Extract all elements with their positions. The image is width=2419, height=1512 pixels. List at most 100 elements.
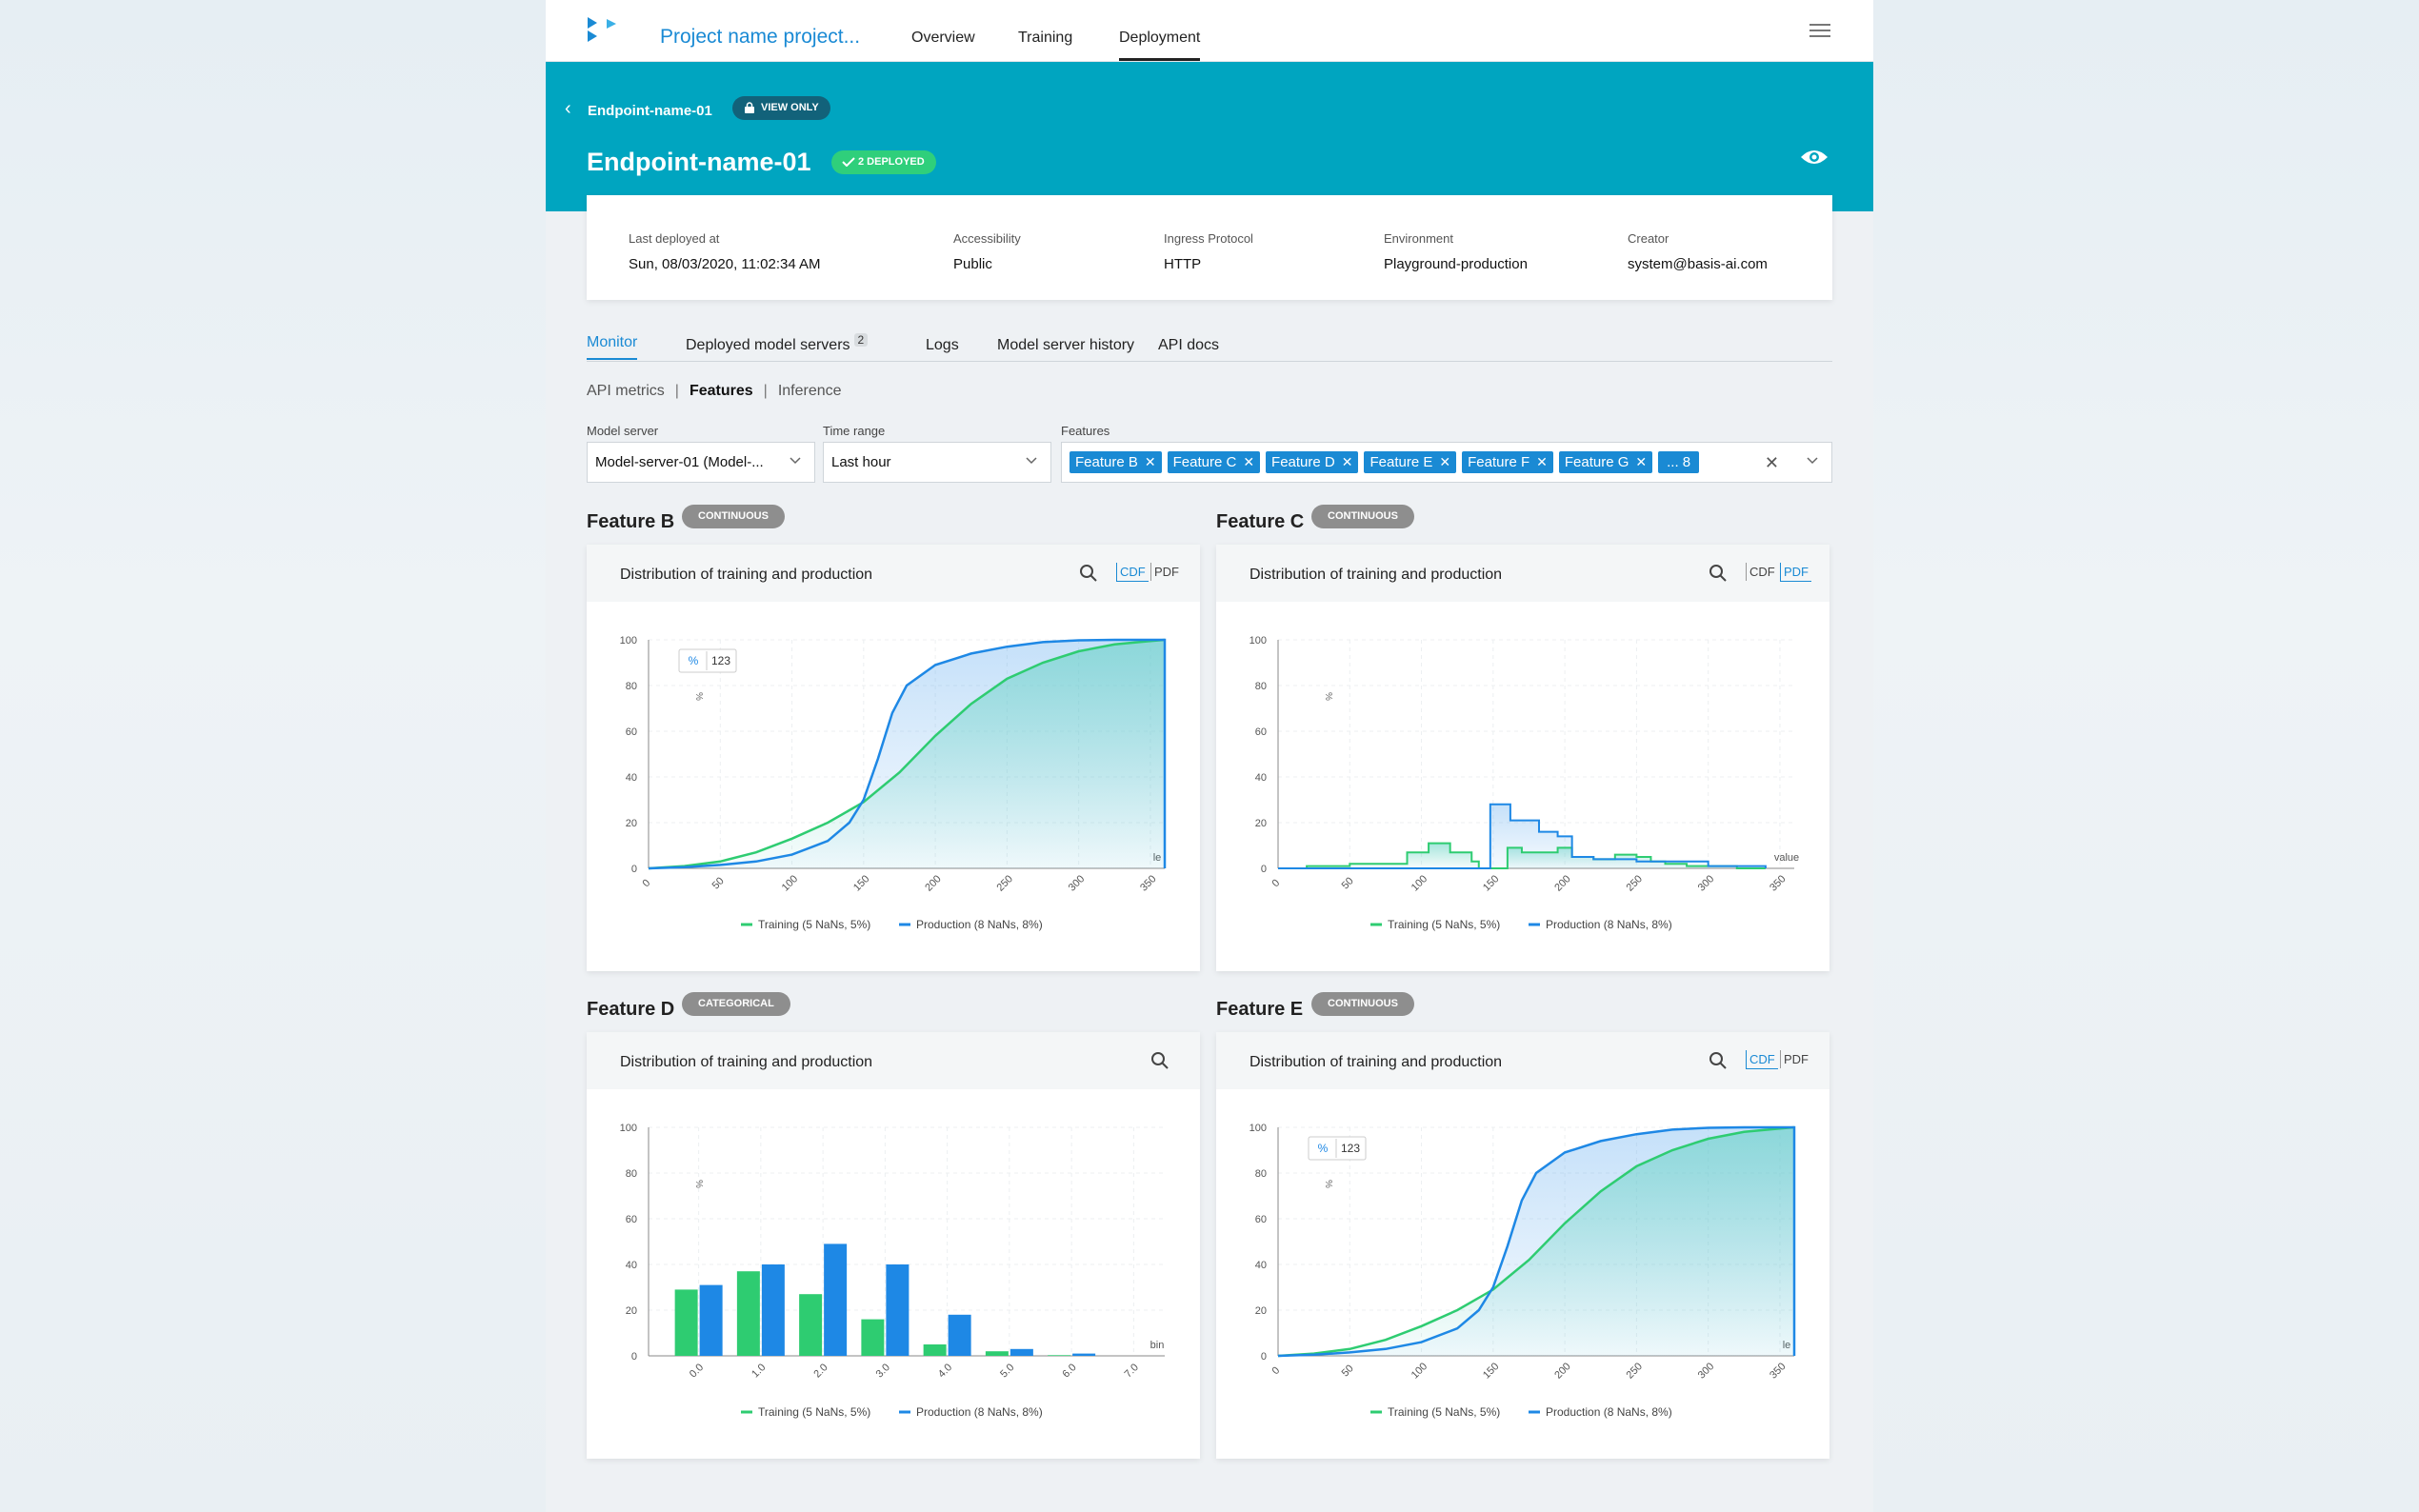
subtab-inference[interactable]: Inference: [777, 383, 842, 399]
legend-training-label: Training (5 NaNs, 5%): [1388, 1405, 1500, 1419]
nav-training[interactable]: Training: [1018, 30, 1073, 46]
back-arrow-icon[interactable]: ‹: [565, 98, 571, 119]
feature-chip[interactable]: Feature G ✕: [1558, 451, 1653, 473]
y-axis-label: %: [1323, 1180, 1333, 1188]
production-bar: [886, 1264, 910, 1356]
time-range-label: Time range: [823, 424, 886, 438]
tab-api-docs[interactable]: API docs: [1158, 337, 1220, 353]
y-tick-label: 20: [626, 1305, 637, 1317]
tab-deployed-model-servers[interactable]: Deployed model servers 2: [686, 333, 869, 354]
x-tick-label: 150: [1481, 873, 1501, 893]
breadcrumb[interactable]: Endpoint-name-01: [588, 103, 712, 119]
remove-chip-icon[interactable]: ✕: [1439, 454, 1451, 469]
last-deployed-field: Last deployed at Sun, 08/03/2020, 11:02:…: [629, 231, 821, 272]
time-range-value: Last hour: [831, 454, 891, 470]
nav-deployment[interactable]: Deployment: [1119, 30, 1201, 61]
feature-chip[interactable]: Feature F ✕: [1462, 451, 1553, 473]
features-label: Features: [1061, 424, 1110, 438]
remove-chip-icon[interactable]: ✕: [1536, 454, 1548, 469]
y-tick-label: 100: [1249, 1123, 1267, 1134]
feature-d-title: Feature D: [587, 999, 675, 1020]
production-line: [1277, 1125, 1796, 1358]
clear-all-icon[interactable]: ✕: [1764, 453, 1779, 472]
cdf-button[interactable]: CDF: [1746, 1050, 1778, 1069]
legend-training-label: Training (5 NaNs, 5%): [758, 918, 870, 931]
nav-overview[interactable]: Overview: [911, 30, 975, 46]
production-line: [648, 638, 1167, 870]
subtab-api-metrics[interactable]: API metrics: [587, 383, 665, 399]
feature-e-chart: 020406080100050100150200250300350%le%123…: [1249, 1123, 1796, 1419]
tab-model-server-history[interactable]: Model server history: [997, 337, 1135, 353]
feature-chip-label: Feature G: [1564, 454, 1629, 470]
endpoint-tabs: Monitor Deployed model servers 2 Logs Mod…: [587, 331, 1832, 362]
zoom-search-icon[interactable]: [1709, 564, 1728, 583]
zoom-search-icon[interactable]: [1079, 564, 1098, 583]
environment-label: Environment: [1384, 231, 1453, 246]
feature-chip[interactable]: Feature E ✕: [1364, 451, 1457, 473]
y-tick-label: 20: [1255, 1305, 1267, 1317]
cdf-button[interactable]: CDF: [1116, 563, 1149, 582]
x-tick-label: 50: [710, 875, 727, 891]
deployed-label: 2 DEPLOYED: [858, 156, 925, 168]
feature-chip[interactable]: Feature C ✕: [1167, 451, 1261, 473]
tab-logs[interactable]: Logs: [926, 337, 959, 353]
card-title: Distribution of training and production: [1249, 1054, 1503, 1070]
x-tick-label: 50: [1340, 1363, 1356, 1379]
app-logo-icon[interactable]: [586, 15, 624, 44]
model-server-select[interactable]: Model-server-01 (Model-...: [587, 442, 815, 483]
legend-production-label: Production (8 NaNs, 8%): [916, 1405, 1043, 1419]
card-title: Distribution of training and production: [620, 1054, 873, 1070]
unit-toggle: [678, 648, 737, 673]
remove-chip-icon[interactable]: ✕: [1144, 454, 1156, 469]
feature-chip[interactable]: Feature D ✕: [1266, 451, 1359, 473]
feature-d-card: Distribution of training and production …: [587, 1032, 1200, 1459]
top-navbar: Project name project... Overview Trainin…: [546, 0, 1873, 62]
production-bar: [699, 1284, 723, 1356]
y-axis-label: %: [693, 1180, 704, 1188]
subtab-features[interactable]: Features: [689, 383, 753, 399]
zoom-search-icon[interactable]: [1150, 1051, 1170, 1070]
x-tick-label: 50: [1340, 875, 1356, 891]
tab-monitor[interactable]: Monitor: [587, 334, 638, 360]
page-title: Endpoint-name-01: [587, 148, 811, 176]
x-tick-label: 2.0: [811, 1362, 830, 1380]
remove-chip-icon[interactable]: ✕: [1635, 454, 1648, 469]
chevron-down-icon: [1026, 457, 1037, 465]
remove-chip-icon[interactable]: ✕: [1243, 454, 1255, 469]
production-area: [1278, 804, 1766, 868]
app-frame: Project name project... Overview Trainin…: [546, 0, 1873, 1512]
pdf-button[interactable]: PDF: [1780, 563, 1811, 582]
y-tick-label: 80: [1255, 681, 1267, 692]
model-server-label: Model server: [587, 424, 659, 438]
y-axis-label: %: [1323, 692, 1333, 701]
x-tick-label: 300: [1067, 873, 1087, 893]
tab-deployed-model-servers-label: Deployed model servers: [686, 337, 850, 353]
feature-type-badge: CONTINUOUS: [1311, 505, 1414, 528]
cdf-button[interactable]: CDF: [1746, 563, 1778, 581]
monitor-subtabs: API metrics | Features | Inference: [587, 383, 842, 400]
eye-icon[interactable]: [1800, 148, 1829, 167]
feature-chip-label: Feature F: [1468, 454, 1530, 470]
time-range-select[interactable]: Last hour: [823, 442, 1051, 483]
chevron-down-icon[interactable]: [1807, 457, 1818, 465]
remove-chip-icon[interactable]: ✕: [1341, 454, 1353, 469]
pdf-button[interactable]: PDF: [1780, 1050, 1811, 1068]
training-bar: [736, 1271, 760, 1356]
y-tick-label: 60: [626, 1214, 637, 1225]
x-tick-label: 250: [1625, 1361, 1645, 1381]
more-features-chip[interactable]: ... 8: [1658, 451, 1700, 473]
endpoint-header: ‹ Endpoint-name-01 VIEW ONLY Endpoint-na…: [546, 62, 1873, 211]
y-tick-label: 60: [626, 726, 637, 738]
feature-chip[interactable]: Feature B ✕: [1070, 451, 1162, 473]
legend-production-label: Production (8 NaNs, 8%): [1546, 918, 1672, 931]
subtab-separator: |: [763, 383, 768, 399]
y-tick-label: 100: [620, 635, 637, 647]
training-bar: [861, 1319, 885, 1356]
y-tick-label: 40: [626, 1260, 637, 1271]
pdf-button[interactable]: PDF: [1150, 563, 1182, 581]
project-name[interactable]: Project name project...: [660, 26, 861, 48]
hamburger-menu-icon[interactable]: [1809, 24, 1830, 39]
features-multiselect[interactable]: Feature B ✕ Feature C ✕ Feature D ✕ Feature E ✕…: [1061, 442, 1832, 483]
zoom-search-icon[interactable]: [1709, 1051, 1728, 1070]
y-tick-label: 100: [620, 1123, 637, 1134]
